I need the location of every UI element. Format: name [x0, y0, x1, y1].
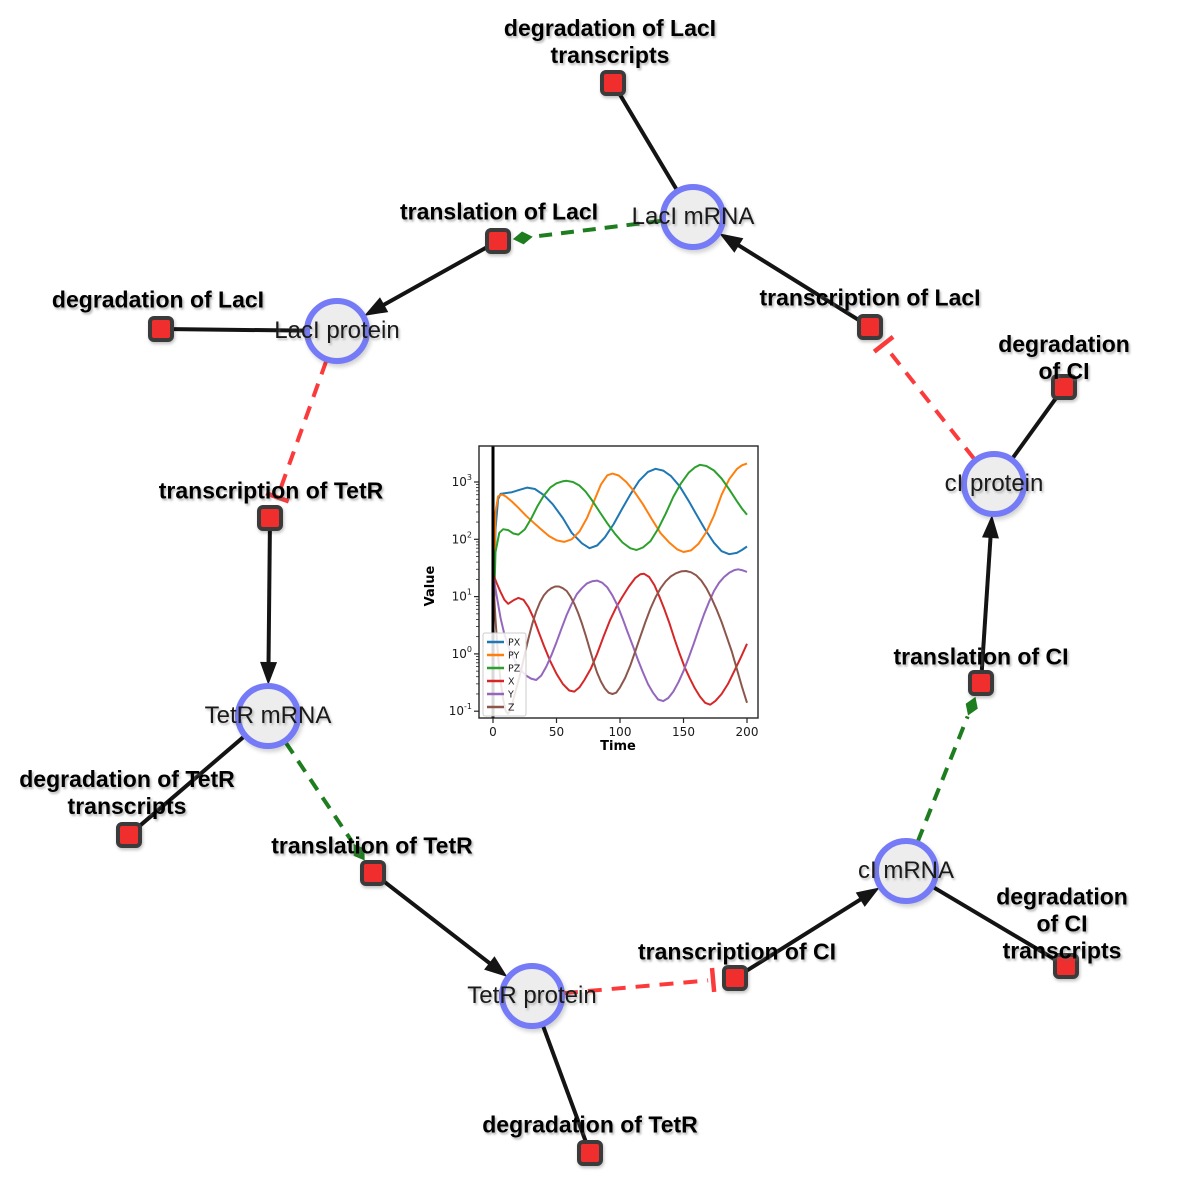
x-tick-label: 150: [672, 725, 695, 739]
legend-entry-X: X: [508, 677, 515, 688]
edge-txn_lacI-lacI_mRNA: [719, 233, 861, 322]
y-tick-label: 102: [452, 530, 472, 546]
x-tick-label: 50: [549, 725, 564, 739]
legend-entry-PZ: PZ: [508, 664, 521, 675]
legend-entry-PY: PY: [508, 651, 520, 662]
x-tick-label: 100: [609, 725, 632, 739]
edge-tetR_protein-txn_cI: [563, 967, 717, 996]
edge-lacI_mRNA-transl_lacI: [512, 218, 662, 245]
chart-series-PX: [492, 467, 748, 644]
catalysis-diamond-head: [512, 231, 533, 245]
edge-lacI_mRNA-deg_lacI_tx: [617, 93, 679, 191]
edge-cI_mRNA-deg_cI_tx: [932, 885, 1056, 962]
y-tick-label: 101: [452, 588, 472, 604]
edge-cI_protein-deg_cI: [1011, 396, 1059, 460]
edge-tetR_mRNA-transl_tetR: [284, 741, 365, 861]
edge-lacI_protein-deg_lacI: [173, 327, 306, 333]
chart-series-X: [492, 572, 748, 706]
edge-transl_lacI-lacI_protein: [364, 245, 488, 316]
inhibition-tee-head: [265, 491, 290, 504]
edge-tetR_protein-deg_tetR: [541, 1025, 588, 1142]
chart-series-PY: [492, 462, 748, 644]
y-axis-label: Value: [423, 565, 438, 606]
edge-txn_tetR-tetR_mRNA: [260, 530, 278, 686]
arrowhead: [855, 887, 880, 907]
legend-entry-Y: Y: [507, 690, 514, 701]
x-axis-label: Time: [600, 739, 636, 754]
y-tick-label: 100: [452, 645, 472, 661]
edge-cI_protein-txn_lacI: [872, 335, 976, 461]
x-tick-label: 0: [489, 725, 497, 739]
arrowhead: [260, 661, 278, 686]
arrowhead: [981, 514, 999, 539]
edge-cI_mRNA-transl_cI: [915, 696, 978, 843]
arrowhead: [364, 297, 389, 316]
chart-series-PZ: [492, 463, 748, 644]
chart-plot-box: [478, 445, 759, 719]
edge-lacI_protein-txn_tetR: [265, 360, 329, 504]
legend-entry-PX: PX: [508, 638, 521, 649]
y-tick-label: 10-1: [449, 702, 472, 718]
edge-tetR_mRNA-deg_tetR_tx: [137, 735, 245, 829]
edge-txn_cI-cI_mRNA: [744, 887, 880, 973]
catalysis-diamond-head: [965, 696, 978, 716]
y-tick-label: 103: [452, 473, 472, 489]
edge-transl_tetR-tetR_protein: [382, 879, 508, 978]
catalysis-diamond-head: [353, 843, 365, 861]
arrowhead: [719, 233, 744, 253]
legend-entry-Z: Z: [508, 703, 515, 714]
x-tick-label: 200: [736, 725, 759, 739]
inhibition-tee-head: [709, 967, 717, 993]
edge-transl_cI-cI_protein: [979, 514, 999, 671]
time-series-inset-chart: 0 50 100 150 200 103 102 101 100 10-1 Time Value PX P…: [423, 445, 759, 754]
chart-series-Y: [492, 568, 748, 703]
inhibition-tee-head: [872, 335, 895, 354]
